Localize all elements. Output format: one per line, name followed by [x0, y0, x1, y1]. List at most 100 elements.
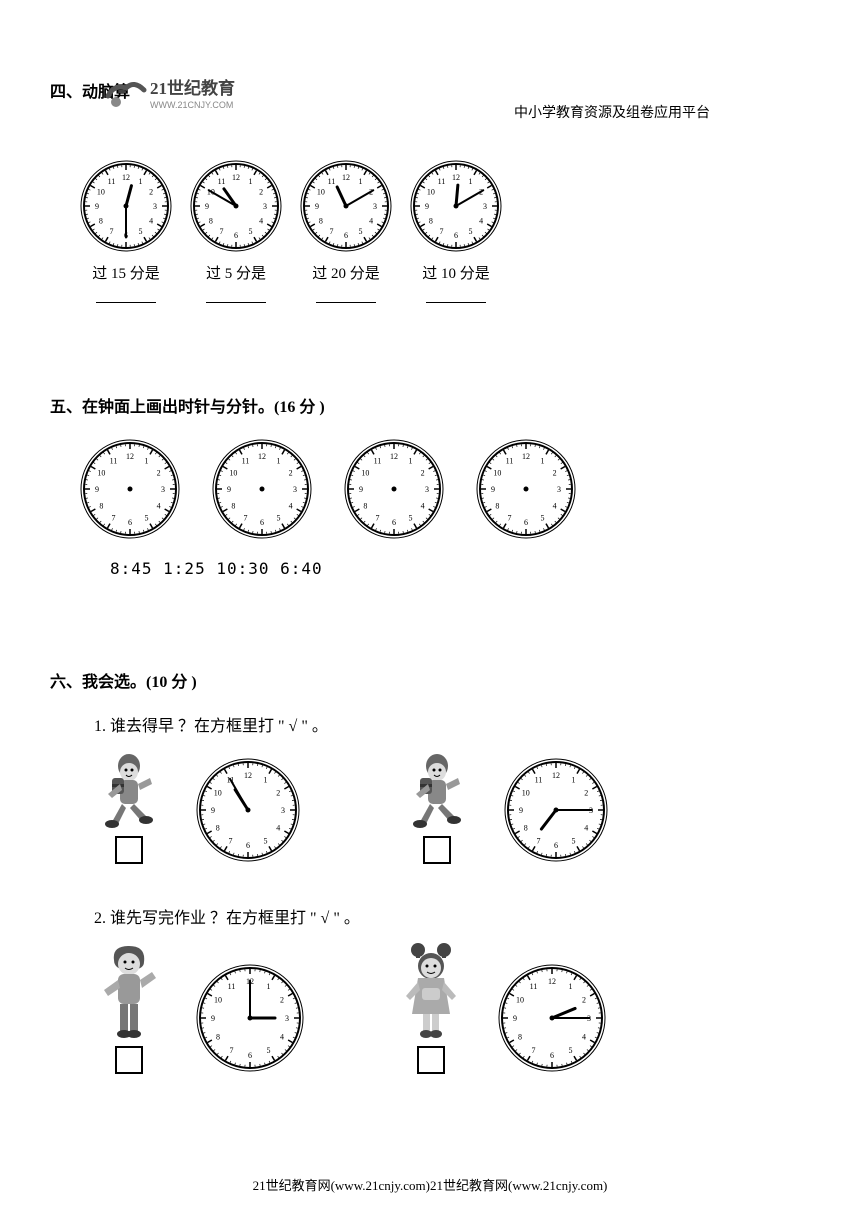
svg-text:6: 6: [128, 518, 132, 527]
svg-text:10: 10: [97, 188, 105, 197]
svg-text:9: 9: [425, 202, 429, 211]
q2-right-clock: 123456789101112: [496, 962, 608, 1074]
svg-text:4: 4: [259, 217, 263, 226]
child-running-icon: [94, 750, 164, 832]
clock-face-icon: 123456789101112: [194, 756, 302, 864]
svg-text:12: 12: [548, 977, 556, 986]
svg-text:9: 9: [211, 806, 215, 815]
svg-text:12: 12: [232, 173, 240, 182]
logo-text-bottom: WWW.21CNJY.COM: [150, 100, 233, 110]
svg-text:1: 1: [569, 982, 573, 991]
svg-text:10: 10: [214, 789, 222, 798]
svg-text:11: 11: [535, 776, 543, 785]
svg-text:1: 1: [139, 177, 143, 186]
q2-left-checkbox[interactable]: [115, 1046, 143, 1074]
svg-text:5: 5: [249, 227, 253, 236]
svg-text:6: 6: [554, 841, 558, 850]
svg-text:5: 5: [359, 227, 363, 236]
q1-left-checkbox[interactable]: [115, 836, 143, 864]
svg-text:8: 8: [429, 217, 433, 226]
clock-item: 123456789101112过 10 分是: [408, 158, 504, 303]
svg-text:2: 2: [157, 469, 161, 478]
clock-face-icon: 123456789101112: [408, 158, 504, 254]
section-5-clock-row: 1234567891011121234567891011121234567891…: [78, 437, 810, 541]
blank-clock: 123456789101112: [342, 437, 446, 541]
clock-item: 123456789101112过 20 分是: [298, 158, 394, 303]
svg-text:3: 3: [483, 202, 487, 211]
svg-text:7: 7: [110, 227, 114, 236]
svg-text:4: 4: [149, 217, 153, 226]
logo-text-top: 21世纪教育: [150, 78, 235, 98]
clock-face-icon: 123456789101112: [78, 437, 182, 541]
svg-text:3: 3: [373, 202, 377, 211]
answer-blank[interactable]: [96, 301, 156, 303]
svg-text:2: 2: [553, 469, 557, 478]
svg-text:2: 2: [584, 789, 588, 798]
svg-text:5: 5: [469, 227, 473, 236]
svg-text:4: 4: [276, 824, 280, 833]
svg-text:9: 9: [227, 485, 231, 494]
svg-text:4: 4: [280, 1033, 284, 1042]
svg-text:7: 7: [244, 514, 248, 523]
clock-face-icon: 123456789101112: [194, 962, 306, 1074]
svg-text:3: 3: [281, 806, 285, 815]
section-6-q2-row: 123456789101112 123456789101112: [94, 942, 810, 1074]
svg-text:7: 7: [537, 836, 541, 845]
answer-blank[interactable]: [206, 301, 266, 303]
blank-clock: 123456789101112: [474, 437, 578, 541]
svg-text:1: 1: [145, 456, 149, 465]
svg-text:7: 7: [508, 514, 512, 523]
svg-text:7: 7: [376, 514, 380, 523]
q1-right-checkbox[interactable]: [423, 836, 451, 864]
svg-text:6: 6: [524, 518, 528, 527]
section-6-title: 六、我会选。(10 分 ): [50, 668, 810, 692]
q2-right-checkbox[interactable]: [417, 1046, 445, 1074]
svg-text:6: 6: [234, 231, 238, 240]
svg-text:1: 1: [267, 982, 271, 991]
svg-text:5: 5: [569, 1046, 573, 1055]
svg-text:11: 11: [438, 177, 446, 186]
svg-text:8: 8: [319, 217, 323, 226]
svg-text:12: 12: [522, 452, 530, 461]
q2-left-clock: 123456789101112: [194, 962, 306, 1074]
svg-text:8: 8: [99, 217, 103, 226]
svg-text:8: 8: [518, 1033, 522, 1042]
section-5: 五、在钟面上画出时针与分针。(16 分 ) 123456789101112123…: [50, 393, 810, 578]
q1-left-person: [94, 750, 164, 864]
svg-text:11: 11: [530, 982, 538, 991]
svg-text:4: 4: [369, 217, 373, 226]
child-girl-icon: [396, 942, 466, 1042]
svg-text:1: 1: [277, 456, 281, 465]
clock-label: 过 15 分是: [78, 262, 174, 283]
section-4-clock-row: 123456789101112过 15 分是123456789101112过 5…: [78, 158, 810, 303]
svg-text:8: 8: [216, 824, 220, 833]
svg-text:5: 5: [277, 514, 281, 523]
svg-text:10: 10: [361, 469, 369, 478]
svg-text:4: 4: [479, 217, 483, 226]
clock-face-icon: 123456789101112: [78, 158, 174, 254]
clock-label: 过 5 分是: [188, 262, 284, 283]
clock-face-icon: 123456789101112: [474, 437, 578, 541]
section-6-q1-row: 123456789101112 123456789101112: [94, 750, 810, 864]
svg-text:6: 6: [344, 231, 348, 240]
svg-text:1: 1: [469, 177, 473, 186]
svg-text:12: 12: [122, 173, 130, 182]
svg-text:6: 6: [550, 1051, 554, 1060]
svg-text:3: 3: [557, 485, 561, 494]
svg-text:4: 4: [584, 824, 588, 833]
answer-blank[interactable]: [426, 301, 486, 303]
svg-text:4: 4: [157, 502, 161, 511]
svg-text:7: 7: [220, 227, 224, 236]
blank-clock: 123456789101112: [210, 437, 314, 541]
svg-text:8: 8: [495, 502, 499, 511]
svg-text:8: 8: [524, 824, 528, 833]
section-5-times: 8:45 1:25 10:30 6:40: [110, 559, 810, 578]
blank-clock: 123456789101112: [78, 437, 182, 541]
svg-text:4: 4: [289, 502, 293, 511]
svg-text:5: 5: [409, 514, 413, 523]
svg-text:4: 4: [421, 502, 425, 511]
answer-blank[interactable]: [316, 301, 376, 303]
svg-text:6: 6: [260, 518, 264, 527]
clock-face-icon: 123456789101112: [298, 158, 394, 254]
svg-text:10: 10: [427, 188, 435, 197]
